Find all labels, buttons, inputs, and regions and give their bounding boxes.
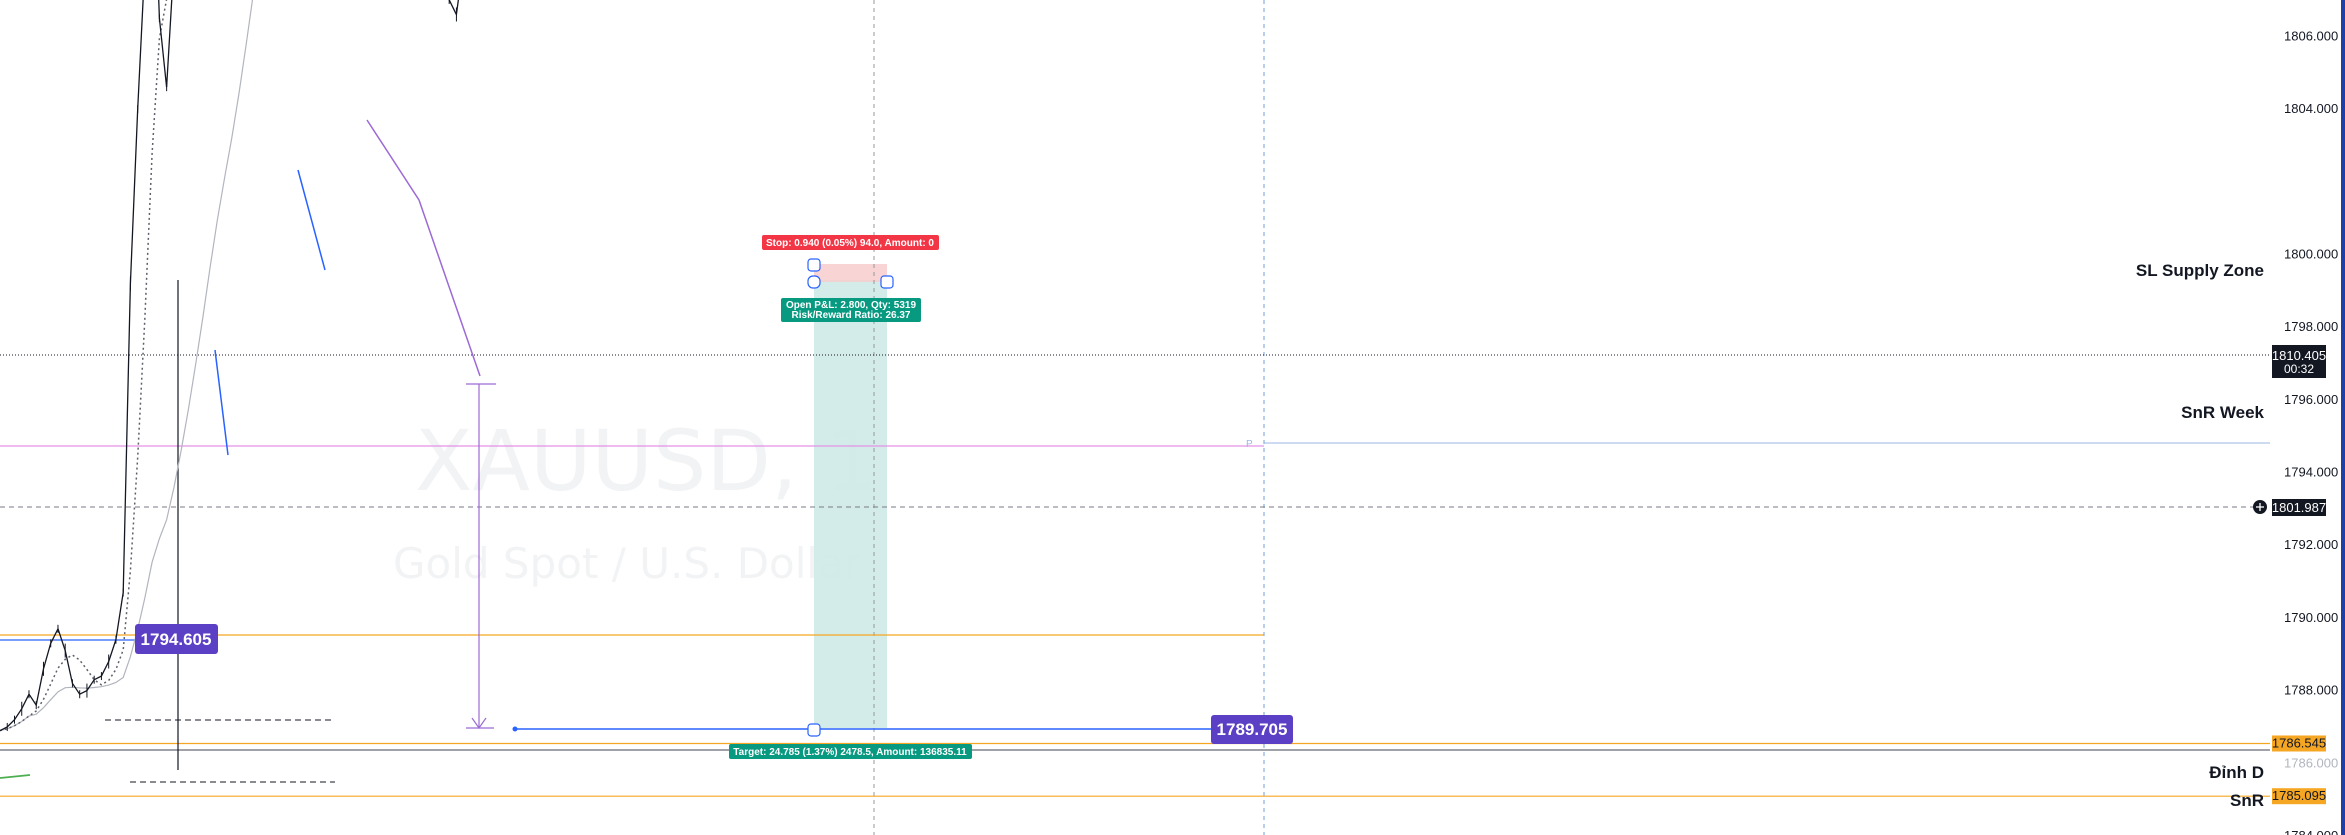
target-label: Target: 24.785 (1.37%) 2478.5, Amount: 1… — [733, 747, 967, 758]
price-tick-label: 1788.000 — [2284, 683, 2338, 698]
stop-handle[interactable] — [807, 258, 821, 272]
target-line-anchor[interactable] — [512, 726, 518, 732]
risk-reward-label: Risk/Reward Ratio: 26.37 — [792, 310, 911, 321]
measure-arrow-head — [471, 717, 487, 730]
crosshair-price-tag — [2272, 499, 2326, 516]
right-edge-bar[interactable] — [2341, 0, 2345, 835]
zone-label-snr: SnR — [2230, 791, 2264, 810]
price-tag-box[interactable] — [1211, 715, 1293, 744]
target-handle[interactable] — [807, 723, 821, 737]
zone-label-snr-week: SnR Week — [2181, 403, 2264, 422]
current-price-value: 1810.405 — [2272, 348, 2326, 363]
blue-swing-line-2 — [214, 349, 229, 456]
price-tag-1789: 1789.705 — [1217, 720, 1288, 739]
countdown: 00:32 — [2284, 362, 2314, 376]
price-tag-box[interactable] — [135, 624, 218, 654]
price-tag-1794: 1794.605 — [141, 630, 212, 649]
price-tick-label: 1784.000 — [2284, 828, 2338, 835]
purple-trend-line — [366, 119, 481, 377]
target-label-box — [729, 744, 972, 759]
level-price-label: 1785.095 — [2272, 788, 2326, 803]
stop-zone[interactable] — [814, 264, 887, 282]
price-axis[interactable] — [2270, 0, 2345, 835]
price-tick-label: 1804.000 — [2284, 101, 2338, 116]
price-line — [0, 0, 459, 732]
price-tick-label: 1796.000 — [2284, 392, 2338, 407]
level-price-tag — [2272, 788, 2326, 805]
zone-label-dinh-d: Đỉnh D — [2209, 763, 2264, 782]
target-zone[interactable] — [814, 280, 887, 728]
watermark-symbol: XAUUSD, 1 — [415, 412, 878, 510]
zone-label-sl-supply: SL Supply Zone — [2136, 261, 2264, 280]
slow-moving-average — [0, 0, 254, 732]
price-tick-label: 1806.000 — [2284, 28, 2338, 43]
price-tick-label: 1794.000 — [2284, 465, 2338, 480]
fast-moving-average — [0, 0, 168, 732]
price-tick-label: 1800.000 — [2284, 246, 2338, 261]
price-tick-label: 1786.000 — [2284, 755, 2338, 770]
entry-handle-left[interactable] — [807, 275, 821, 289]
entry-handle-right[interactable] — [880, 275, 894, 289]
price-tick-label: 1798.000 — [2284, 319, 2338, 334]
stop-label-box — [762, 235, 939, 250]
price-tick-label: 1790.000 — [2284, 610, 2338, 625]
stop-label: Stop: 0.940 (0.05%) 94.0, Amount: 0 — [766, 238, 934, 249]
open-pnl-label: Open P&L: 2.800, Qty: 5319 — [786, 300, 916, 311]
green-segment — [0, 774, 31, 779]
level-price-tag — [2272, 735, 2326, 752]
crosshair-price-value: 1801.987 — [2272, 500, 2326, 515]
current-price-tag — [2272, 345, 2326, 378]
ray-marker: P — [1246, 439, 1253, 450]
blue-swing-line — [297, 169, 326, 271]
price-tick-label: 1792.000 — [2284, 537, 2338, 552]
watermark-description: Gold Spot / U.S. Dollar — [393, 539, 862, 588]
level-price-label: 1786.545 — [2272, 735, 2326, 750]
pnl-label-box — [781, 298, 921, 322]
